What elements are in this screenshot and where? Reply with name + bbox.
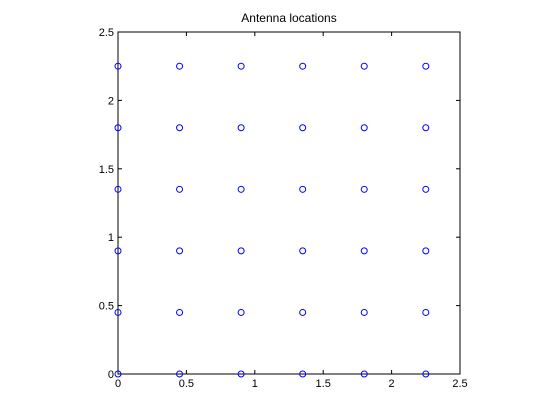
antenna-point [360, 308, 368, 316]
antenna-point [176, 370, 184, 378]
antenna-point [237, 62, 245, 70]
antenna-point [360, 62, 368, 70]
y-tick-label: 0 [108, 369, 114, 381]
antenna-point [114, 247, 122, 255]
y-tick-label: 1 [108, 232, 114, 244]
antenna-point [422, 185, 430, 193]
x-tick-label: 1.5 [316, 378, 331, 390]
antenna-point [299, 247, 307, 255]
x-tick-label: 1 [252, 378, 258, 390]
plot-area-frame [117, 31, 461, 375]
antenna-point [114, 62, 122, 70]
antenna-point [237, 370, 245, 378]
data-points [114, 62, 430, 378]
x-tick-label: 0 [115, 378, 121, 390]
x-tick-label: 2 [389, 378, 395, 390]
axis-ticks [117, 31, 461, 375]
antenna-point [360, 124, 368, 132]
antenna-point [299, 124, 307, 132]
antenna-point [237, 124, 245, 132]
antenna-point [422, 370, 430, 378]
y-tick-label: 0.5 [99, 301, 114, 313]
antenna-point [422, 308, 430, 316]
antenna-point [176, 247, 184, 255]
antenna-point [114, 370, 122, 378]
antenna-point [114, 308, 122, 316]
antenna-point [176, 124, 184, 132]
antenna-point [360, 370, 368, 378]
antenna-point [299, 308, 307, 316]
antenna-point [237, 185, 245, 193]
antenna-point [176, 62, 184, 70]
antenna-point [422, 247, 430, 255]
axis-tick-labels: 0 0.5 1 1.5 2 2.5 0 0.5 1 1.5 2 2.5 [99, 27, 468, 390]
antenna-point [299, 62, 307, 70]
y-tick-label: 1.5 [99, 164, 114, 176]
antenna-point [299, 185, 307, 193]
antenna-point [360, 247, 368, 255]
antenna-point [114, 124, 122, 132]
antenna-point [176, 185, 184, 193]
x-tick-label: 0.5 [179, 378, 194, 390]
x-tick-label: 2.5 [452, 378, 467, 390]
antenna-point [360, 185, 368, 193]
antenna-point [422, 62, 430, 70]
y-tick-label: 2.5 [99, 27, 114, 39]
antenna-point [237, 247, 245, 255]
y-tick-label: 2 [108, 95, 114, 107]
antenna-point [176, 308, 184, 316]
antenna-point [114, 185, 122, 193]
chart-title: Antenna locations [241, 11, 336, 25]
antenna-point [422, 124, 430, 132]
antenna-point [237, 308, 245, 316]
antenna-point [299, 370, 307, 378]
